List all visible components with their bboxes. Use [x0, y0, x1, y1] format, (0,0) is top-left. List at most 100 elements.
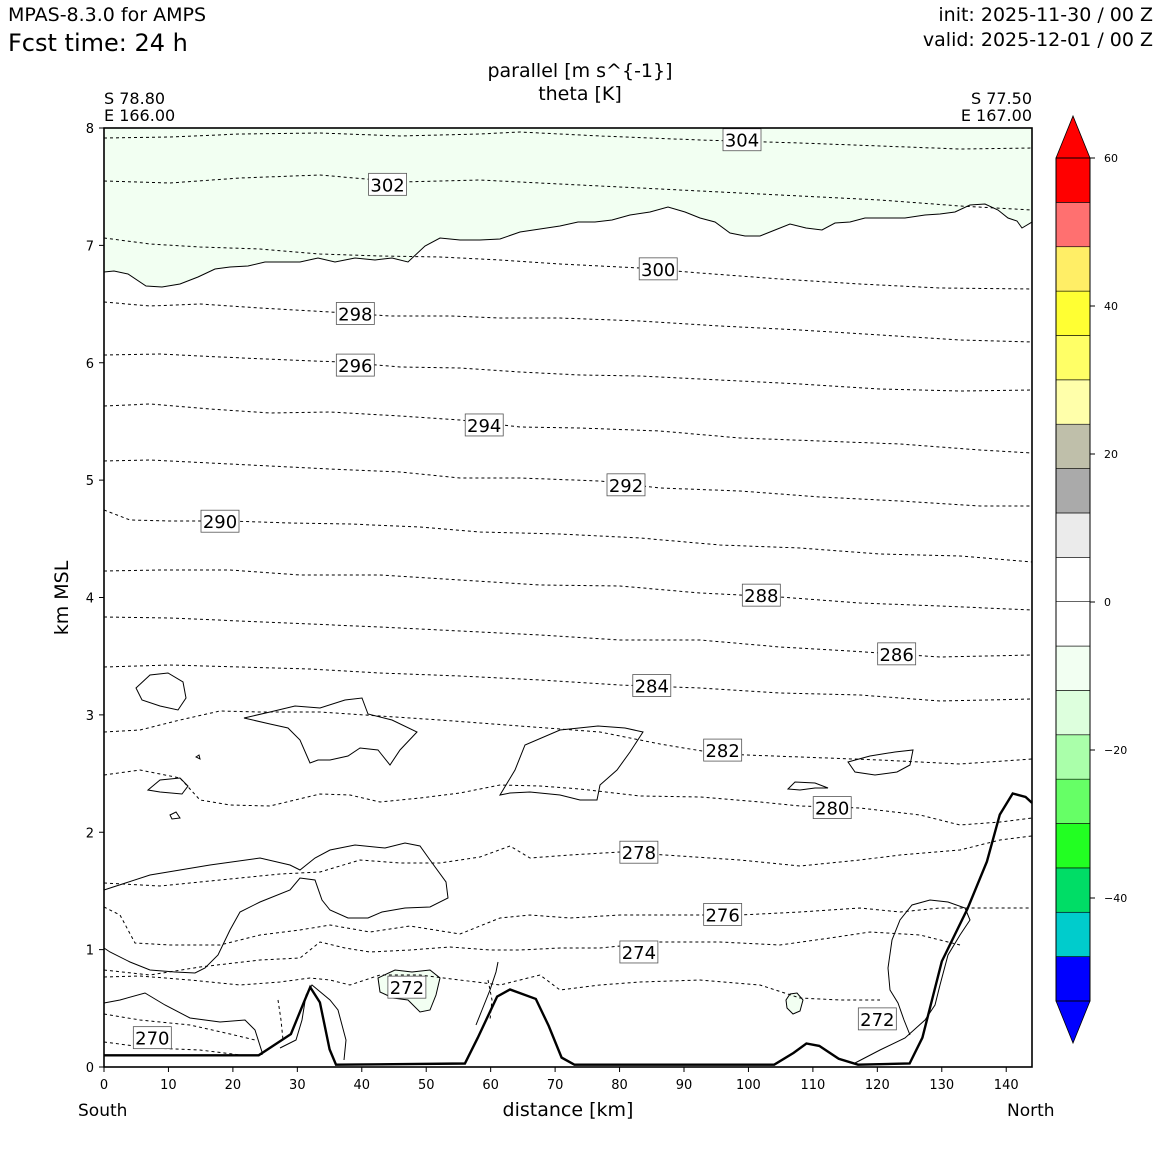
theta-label-294: 294: [464, 413, 504, 437]
theta-label-text: 296: [338, 356, 372, 377]
y-tick-label: 8: [86, 122, 94, 137]
upper-shaded-region: [104, 128, 1032, 288]
theta-label-box: [606, 473, 646, 497]
x-tick-label: 110: [800, 1078, 825, 1093]
plot-frame: [103, 127, 1033, 1068]
theta-label-box: [857, 1007, 897, 1031]
theta-label-text: 282: [705, 741, 739, 762]
theta-label-286: 286: [877, 642, 917, 666]
theta-label-text: 272: [860, 1010, 894, 1031]
right-endpoint-lat: S 77.50: [970, 89, 1032, 108]
theta-label-text: 276: [705, 905, 739, 926]
patch-mountain-110: [785, 992, 804, 1015]
x-axis-label: distance [km]: [502, 1099, 634, 1121]
theta-label-text: 292: [609, 476, 643, 497]
colorbar-band: [1055, 157, 1091, 203]
theta-label-text: 280: [815, 799, 849, 820]
theta-label-text: 284: [635, 677, 669, 698]
patch-272: [377, 969, 441, 1013]
model-title: MPAS-8.3.0 for AMPS: [8, 4, 207, 26]
theta-label-box: [632, 674, 672, 697]
north-label: North: [1007, 1101, 1055, 1121]
y-tick-label: 3: [86, 709, 94, 724]
theta-label-270: 270: [132, 1026, 172, 1050]
theta-label-text: 288: [744, 586, 778, 607]
x-tick-label: 140: [994, 1078, 1019, 1093]
theta-label-box: [619, 840, 659, 864]
theta-label-text: 286: [879, 645, 913, 666]
theta-label-272: 272: [387, 975, 427, 999]
colorbar-tick-label: 0: [1104, 596, 1111, 609]
theta-contours: [103, 131, 1033, 1056]
x-tick-label: 10: [160, 1078, 177, 1093]
theta-label-text: 300: [641, 260, 675, 281]
theta-label-box: [722, 128, 762, 152]
colorbar-band: [1055, 379, 1091, 425]
x-tick-label: 60: [482, 1078, 499, 1093]
x-tick-label: 50: [418, 1078, 435, 1093]
colorbar-band: [1055, 335, 1091, 381]
colorbar-band: [1055, 823, 1091, 869]
colorbar-over-arrow: [1055, 114, 1091, 159]
colorbar-tick-label: −20: [1104, 744, 1127, 757]
theta-label-288: 288: [741, 583, 781, 607]
forecast-time: Fcst time: 24 h: [8, 29, 188, 57]
theta-label-box: [703, 903, 743, 926]
colorbar-tick-label: 20: [1104, 448, 1118, 461]
colorbar-band: [1055, 645, 1091, 691]
theta-label-302: 302: [368, 172, 407, 196]
x-tick-label: 30: [289, 1078, 306, 1093]
x-tick-label: 80: [611, 1078, 628, 1093]
theta-label-box: [387, 975, 427, 999]
theta-label-304: 304: [722, 128, 762, 152]
x-tick-label: 120: [865, 1078, 890, 1093]
left-endpoint-lat: S 78.80: [104, 89, 166, 108]
colorbar-tick-label: 60: [1104, 152, 1118, 165]
colorbar-band: [1055, 778, 1091, 824]
colorbar-band: [1055, 690, 1091, 736]
y-axis-label: km MSL: [51, 560, 73, 636]
theta-label-274: 274: [619, 940, 659, 964]
colorbar-band: [1055, 601, 1091, 647]
colorbar-band: [1055, 423, 1091, 469]
theta-label-text: 290: [203, 512, 237, 533]
theta-label-box: [132, 1026, 172, 1050]
y-tick-label: 2: [86, 826, 94, 841]
x-tick-label: 90: [676, 1078, 693, 1093]
colorbar-band: [1055, 557, 1091, 602]
theta-label-box: [619, 940, 659, 964]
theta-label-text: 304: [725, 131, 759, 152]
theta-label-296: 296: [335, 353, 375, 377]
x-tick-label: 70: [547, 1078, 564, 1093]
theta-label-text: 270: [135, 1029, 169, 1050]
theta-label-box: [638, 257, 678, 281]
x-tick-label: 0: [100, 1078, 108, 1093]
y-tick-label: 4: [86, 592, 94, 607]
plot-subtitle: theta [K]: [538, 83, 622, 105]
theta-label-box: [464, 413, 504, 437]
x-tick-label: 130: [929, 1078, 954, 1093]
theta-label-box: [335, 302, 375, 325]
theta-label-box: [703, 738, 743, 762]
theta-label-box: [812, 796, 852, 820]
theta-label-272: 272: [857, 1007, 897, 1031]
colorbar-band: [1055, 512, 1091, 558]
init-time: init: 2025-11-30 / 00 Z: [938, 4, 1153, 26]
theta-label-282: 282: [703, 738, 743, 762]
theta-label-284: 284: [632, 674, 672, 698]
south-label: South: [78, 1101, 128, 1121]
theta-label-276: 276: [703, 903, 743, 926]
colorbar-band: [1055, 468, 1091, 514]
theta-label-text: 298: [338, 304, 372, 325]
x-tick-label: 40: [354, 1078, 371, 1093]
colorbar: 60 40 20 0 −20 −40: [1055, 114, 1127, 1045]
theta-label-box: [877, 642, 917, 666]
colorbar-frame: [1055, 157, 1091, 1002]
colorbar-band: [1055, 734, 1091, 780]
axes: 0 10 20 30 40 50 60 70 80 90 100 110 120 130 140 0 1 2 3 4 5…: [86, 122, 1019, 1093]
theta-label-box: [200, 509, 240, 533]
valid-time: valid: 2025-12-01 / 00 Z: [922, 29, 1153, 51]
colorbar-band: [1055, 202, 1091, 248]
y-tick-label: 6: [86, 357, 94, 372]
